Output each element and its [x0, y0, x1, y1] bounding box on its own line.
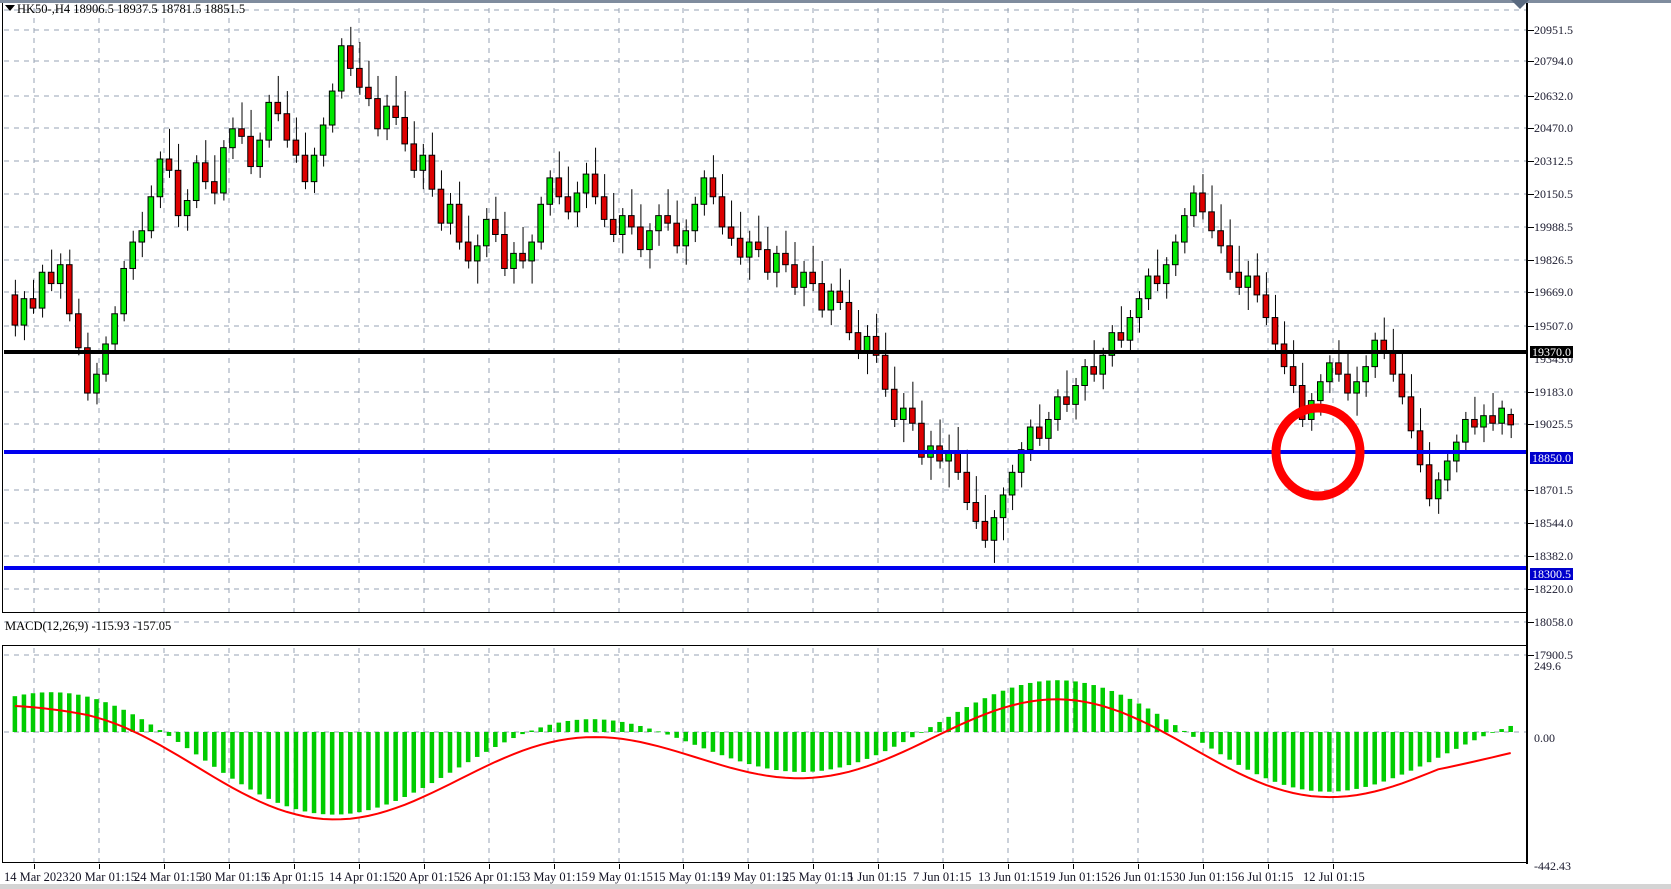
time-axis-tick	[878, 864, 879, 869]
price-axis-tick	[1528, 161, 1534, 162]
price-axis-label: 20150.5	[1534, 187, 1573, 201]
price-axis-label: 18850.0	[1530, 451, 1573, 465]
price-axis-label: 20794.0	[1534, 54, 1573, 68]
price-axis-label: 18544.0	[1534, 516, 1573, 530]
price-axis-tick	[1528, 523, 1534, 524]
time-axis-label: 6 Apr 01:15	[264, 870, 324, 884]
price-axis-tick	[1528, 326, 1534, 327]
price-axis-label: 19507.0	[1534, 319, 1573, 333]
time-axis-label: 13 Jun 01:15	[978, 870, 1043, 884]
time-axis-tick	[813, 864, 814, 869]
time-axis-tick	[554, 864, 555, 869]
time-axis-tick	[1203, 864, 1204, 869]
price-axis-tick	[1528, 392, 1534, 393]
chart-dropdown-icon[interactable]	[5, 5, 15, 11]
time-axis-label: 12 Jul 01:15	[1303, 870, 1365, 884]
time-axis-tick	[99, 864, 100, 869]
price-axis-tick	[1528, 30, 1534, 31]
price-axis-label: 20632.0	[1534, 89, 1573, 103]
time-axis-label: 14 Mar 2023	[4, 870, 69, 884]
time-axis-tick	[619, 864, 620, 869]
time-axis-label: 26 Apr 01:15	[459, 870, 525, 884]
price-axis-tick	[1528, 61, 1534, 62]
price-axis-label: 18382.0	[1534, 549, 1573, 563]
price-axis-label: 18058.0	[1534, 615, 1573, 629]
time-axis-label: 30 Jun 01:15	[1173, 870, 1238, 884]
time-axis-label: 6 Jul 01:15	[1238, 870, 1294, 884]
time-axis-tick	[943, 864, 944, 869]
time-axis-label: 25 May 01:15	[783, 870, 854, 884]
price-axis-tick	[1528, 260, 1534, 261]
price-axis-label: 19826.5	[1534, 253, 1573, 267]
macd-axis-label: 249.6	[1534, 659, 1561, 673]
time-axis-label: 9 May 01:15	[589, 870, 653, 884]
price-axis-tick	[1528, 556, 1534, 557]
time-axis-tick	[1008, 864, 1009, 869]
time-axis-tick	[359, 864, 360, 869]
price-axis-label: 20951.5	[1534, 23, 1573, 37]
time-axis-label: 19 May 01:15	[718, 870, 789, 884]
symbol-header-label: HK50-,H4 18906.5 18937.5 18781.5 18851.5	[17, 2, 246, 16]
time-axis-label: 15 May 01:15	[653, 870, 724, 884]
time-axis-tick	[489, 864, 490, 869]
grid-lines	[4, 8, 1527, 862]
price-axis-label: 19988.5	[1534, 220, 1573, 234]
price-axis-tick	[1528, 622, 1534, 623]
time-axis-tick	[1138, 864, 1139, 869]
time-axis-label: 24 Mar 01:15	[134, 870, 203, 884]
price-axis-label: 18701.5	[1534, 483, 1573, 497]
time-axis-tick	[683, 864, 684, 869]
price-axis-label: 19669.0	[1534, 285, 1573, 299]
time-axis-label: 1 Jun 01:15	[848, 870, 907, 884]
price-axis-tick	[1528, 96, 1534, 97]
price-axis-tick	[1528, 128, 1534, 129]
price-axis-tick	[1528, 655, 1534, 656]
macd-signal-line	[14, 698, 1511, 821]
price-axis-tick	[1528, 589, 1534, 590]
time-axis-tick	[229, 864, 230, 869]
price-axis-label: 17900.5	[1534, 648, 1573, 662]
red-ellipse-highlight	[1271, 403, 1365, 501]
price-axis-tick	[1528, 424, 1534, 425]
time-axis-tick	[424, 864, 425, 869]
time-axis-label: 19 Jun 01:15	[1043, 870, 1108, 884]
price-axis-label: 18220.0	[1534, 582, 1573, 596]
price-axis-label: 18300.5	[1530, 567, 1573, 581]
time-axis-label: 7 Jun 01:15	[913, 870, 972, 884]
price-axis-tick	[1528, 490, 1534, 491]
price-axis-label: 19183.0	[1534, 385, 1573, 399]
macd-histogram	[12, 680, 1513, 815]
time-axis-tick	[1073, 864, 1074, 869]
time-axis-label: 20 Mar 01:15	[69, 870, 138, 884]
time-axis-label: 26 Jun 01:15	[1108, 870, 1173, 884]
time-axis-label: 14 Apr 01:15	[329, 870, 395, 884]
time-axis-label: 3 May 01:15	[524, 870, 588, 884]
time-axis-label: 20 Apr 01:15	[394, 870, 460, 884]
price-axis-label: 19025.5	[1534, 417, 1573, 431]
chart-scroll-marker-icon[interactable]	[1511, 0, 1529, 9]
time-axis-label: 30 Mar 01:15	[199, 870, 268, 884]
price-axis-tick	[1528, 194, 1534, 195]
price-axis-label: 19370.0	[1530, 345, 1573, 359]
price-axis-tick	[1528, 292, 1534, 293]
time-axis-tick	[748, 864, 749, 869]
macd-axis-label: -442.43	[1534, 859, 1571, 873]
price-axis-tick	[1528, 227, 1534, 228]
time-axis-tick	[294, 864, 295, 869]
price-axis-label: 20312.5	[1534, 154, 1573, 168]
time-axis-tick	[1268, 864, 1269, 869]
macd-indicator-label: MACD(12,26,9) -115.93 -157.05	[5, 619, 172, 633]
price-axis-label: 20470.0	[1534, 121, 1573, 135]
macd-axis-label: 0.00	[1534, 731, 1555, 745]
time-axis-tick	[34, 864, 35, 869]
time-axis-tick	[164, 864, 165, 869]
time-axis-tick	[1333, 864, 1334, 869]
